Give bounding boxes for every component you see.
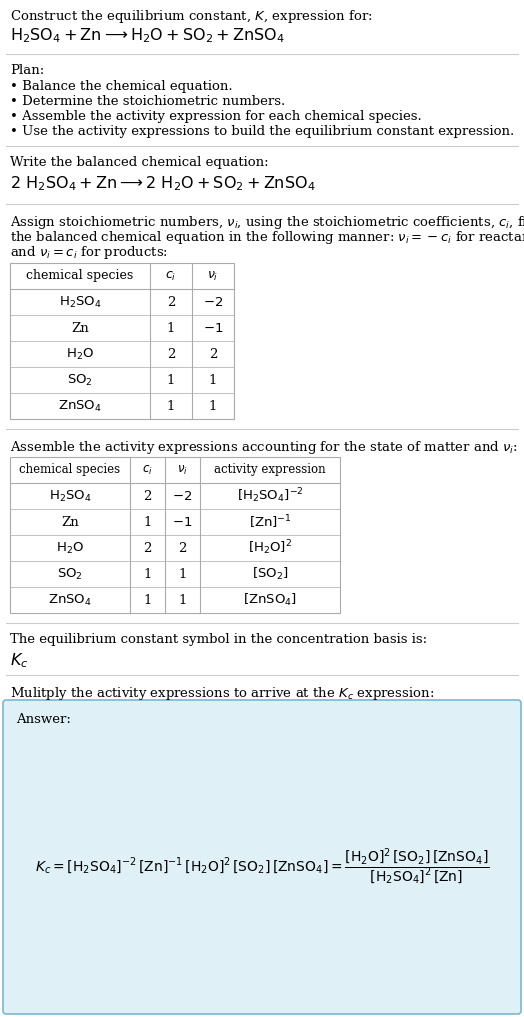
Text: Plan:: Plan: [10,64,44,77]
Text: Assign stoichiometric numbers, $\nu_i$, using the stoichiometric coefficients, $: Assign stoichiometric numbers, $\nu_i$, … [10,214,524,231]
Text: 1: 1 [143,567,151,581]
Text: $c_i$: $c_i$ [166,270,177,283]
Text: • Assemble the activity expression for each chemical species.: • Assemble the activity expression for e… [10,110,422,123]
Text: Construct the equilibrium constant, $K$, expression for:: Construct the equilibrium constant, $K$,… [10,8,373,25]
Text: $[\mathrm{H_2SO_4}]^{-2}$: $[\mathrm{H_2SO_4}]^{-2}$ [237,487,303,505]
Text: $\mathrm{SO_2}$: $\mathrm{SO_2}$ [57,566,83,582]
Text: Zn: Zn [71,321,89,335]
Text: $\mathrm{H_2O}$: $\mathrm{H_2O}$ [66,347,94,362]
Text: $\mathrm{ZnSO_4}$: $\mathrm{ZnSO_4}$ [58,399,102,414]
Text: 2: 2 [209,348,217,360]
Text: 1: 1 [143,516,151,529]
Text: The equilibrium constant symbol in the concentration basis is:: The equilibrium constant symbol in the c… [10,633,427,646]
Text: $\mathrm{SO_2}$: $\mathrm{SO_2}$ [67,372,93,387]
Text: 1: 1 [209,373,217,386]
Text: 1: 1 [167,373,175,386]
Text: $\mathrm{H_2SO_4}$: $\mathrm{H_2SO_4}$ [59,295,101,309]
Text: Write the balanced chemical equation:: Write the balanced chemical equation: [10,156,269,169]
Text: $-2$: $-2$ [172,489,193,502]
Text: Mulitply the activity expressions to arrive at the $K_c$ expression:: Mulitply the activity expressions to arr… [10,685,434,702]
Text: 2: 2 [143,541,151,554]
Text: • Determine the stoichiometric numbers.: • Determine the stoichiometric numbers. [10,95,285,108]
Text: $-1$: $-1$ [203,321,223,335]
Text: $\nu_i$: $\nu_i$ [177,464,188,477]
Text: $\mathrm{H_2SO_4 + Zn \longrightarrow H_2O + SO_2 + ZnSO_4}$: $\mathrm{H_2SO_4 + Zn \longrightarrow H_… [10,26,285,45]
Text: $\mathrm{H_2O}$: $\mathrm{H_2O}$ [56,540,84,555]
Text: 2: 2 [178,541,187,554]
Text: $\mathrm{2\ H_2SO_4 + Zn \longrightarrow 2\ H_2O + SO_2 + ZnSO_4}$: $\mathrm{2\ H_2SO_4 + Zn \longrightarrow… [10,174,315,192]
Text: $-2$: $-2$ [203,296,223,308]
Text: • Use the activity expressions to build the equilibrium constant expression.: • Use the activity expressions to build … [10,125,514,138]
Text: 2: 2 [143,489,151,502]
Text: $K_c$: $K_c$ [10,651,28,670]
Text: Answer:: Answer: [16,713,71,726]
Bar [10,457,340,613]
Text: 1: 1 [167,400,175,413]
Text: $\nu_i$: $\nu_i$ [208,270,219,283]
Text: 1: 1 [167,321,175,335]
Bar [10,263,234,419]
Text: 1: 1 [178,594,187,606]
Text: chemical species: chemical species [26,270,134,283]
Text: $[\mathrm{H_2O}]^{2}$: $[\mathrm{H_2O}]^{2}$ [248,539,292,557]
Text: $c_i$: $c_i$ [142,464,153,477]
FancyBboxPatch shape [3,700,521,1014]
Text: $K_c = [\mathrm{H_2SO_4}]^{-2}\,[\mathrm{Zn}]^{-1}\,[\mathrm{H_2O}]^{2}\,[\mathr: $K_c = [\mathrm{H_2SO_4}]^{-2}\,[\mathrm… [35,847,489,887]
Text: 2: 2 [167,296,175,308]
Text: the balanced chemical equation in the following manner: $\nu_i = -c_i$ for react: the balanced chemical equation in the fo… [10,229,524,246]
Text: 1: 1 [143,594,151,606]
Text: 1: 1 [209,400,217,413]
Text: Zn: Zn [61,516,79,529]
Text: $\mathrm{ZnSO_4}$: $\mathrm{ZnSO_4}$ [48,593,92,607]
Text: and $\nu_i = c_i$ for products:: and $\nu_i = c_i$ for products: [10,244,168,261]
Text: $-1$: $-1$ [172,516,193,529]
Text: $\mathrm{H_2SO_4}$: $\mathrm{H_2SO_4}$ [49,488,91,503]
Text: 1: 1 [178,567,187,581]
Text: chemical species: chemical species [19,464,121,477]
Text: • Balance the chemical equation.: • Balance the chemical equation. [10,80,233,93]
Text: activity expression: activity expression [214,464,326,477]
Text: $[\mathrm{ZnSO_4}]$: $[\mathrm{ZnSO_4}]$ [243,592,297,608]
Text: 2: 2 [167,348,175,360]
Text: Assemble the activity expressions accounting for the state of matter and $\nu_i$: Assemble the activity expressions accoun… [10,439,518,456]
Text: $[\mathrm{SO_2}]$: $[\mathrm{SO_2}]$ [252,565,288,582]
Text: $[\mathrm{Zn}]^{-1}$: $[\mathrm{Zn}]^{-1}$ [249,514,291,531]
